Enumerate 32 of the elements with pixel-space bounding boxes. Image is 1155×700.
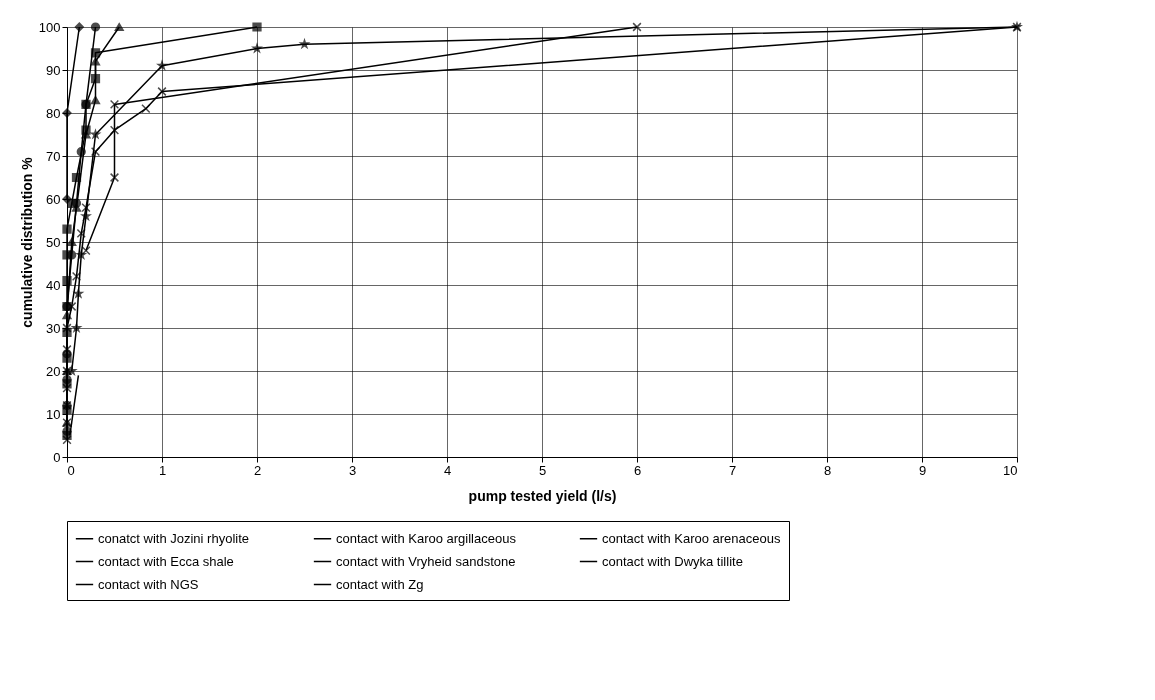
x-axis-title: pump tested yield (l/s)	[468, 487, 617, 504]
x-tick-label: 8	[823, 462, 832, 478]
y-tick-label: 90	[46, 62, 61, 78]
legend-label: contact with Karoo arenaceous	[602, 530, 781, 546]
y-tick-label: 20	[46, 363, 61, 379]
x-tick-label: 5	[538, 462, 547, 478]
x-tick-label: 6	[633, 462, 642, 478]
y-tick-label: 10	[46, 406, 61, 422]
y-tick-label: 30	[46, 320, 61, 336]
y-tick-label: 0	[53, 449, 61, 465]
y-tick-label: 60	[46, 191, 61, 207]
legend-label: contact with Ecca shale	[98, 553, 234, 569]
x-tick-label: 1	[158, 462, 167, 478]
legend-label: contact with Zg	[336, 576, 424, 592]
y-tick-label: 40	[46, 277, 61, 293]
x-tick-label: 0	[67, 462, 75, 478]
y-tick-label: 70	[46, 148, 61, 164]
y-tick-label: 80	[46, 105, 61, 121]
x-tick-label: 10	[1003, 462, 1018, 478]
x-tick-label: 4	[443, 462, 452, 478]
y-tick-label: 50	[46, 234, 61, 250]
x-tick-label: 2	[253, 462, 262, 478]
legend-label: contact with Karoo argillaceous	[336, 530, 517, 546]
x-tick-label: 3	[348, 462, 357, 478]
legend-label: contact with Vryheid sandstone	[336, 553, 516, 569]
legend-label: contact with NGS	[98, 576, 199, 592]
x-tick-label: 9	[918, 462, 927, 478]
x-tick-label: 7	[728, 462, 737, 478]
legend-label: contact with Dwyka tillite	[602, 553, 743, 569]
legend-label: conatct with Jozini rhyolite	[98, 530, 250, 546]
y-axis-title: cumulative distribution %	[18, 156, 35, 328]
y-tick-label: 100	[38, 19, 61, 35]
